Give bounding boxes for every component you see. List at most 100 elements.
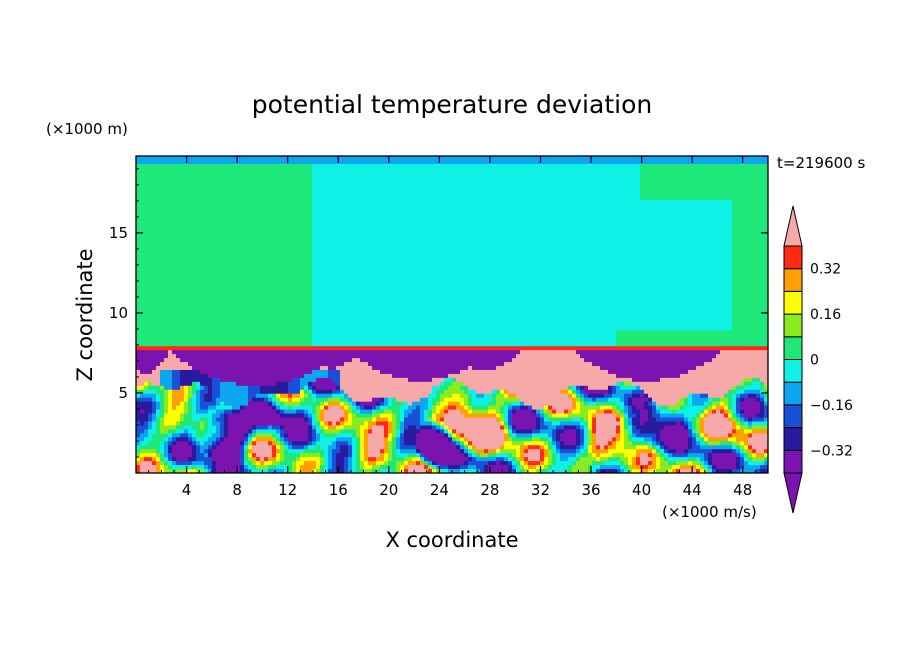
contour-cell [360,358,513,363]
contour-cell [172,437,177,442]
contour-cell [636,449,653,454]
contour-cell [304,449,325,454]
contour-cell [212,397,217,403]
contour-cell [640,195,768,201]
contour-cell [360,461,365,466]
contour-cell [312,251,733,256]
contour-cell [168,401,173,407]
contour-cell [616,330,768,335]
contour-cell [564,429,577,434]
contour-cell [640,429,661,434]
contour-cell [348,465,353,470]
contour-cell [252,441,257,446]
contour-cell [448,425,501,431]
contour-cell [388,441,393,446]
contour-cell [388,461,397,466]
contour-cell [356,409,361,415]
contour-cell [148,425,153,431]
contour-cell [192,401,197,407]
contour-cell [428,405,433,411]
contour-cell [692,421,697,427]
contour-cell [328,445,337,450]
contour-cell [428,401,433,407]
contour-cell [724,405,729,411]
contour-cell [208,373,305,379]
contour-cell [284,469,289,473]
contour-cell [560,457,569,462]
contour-cell [408,405,417,411]
contour-cell [396,445,401,450]
contour-cell [252,445,273,450]
contour-cell [680,397,685,403]
contour-cell [516,461,521,466]
contour-cell [224,429,229,434]
contour-cell [136,251,313,256]
contour-cell [324,405,329,411]
contour-cell [540,429,553,434]
contour-cell [576,389,581,395]
contour-cell [316,389,333,395]
contour-cell [564,469,573,473]
contour-cell [164,401,169,407]
contour-cell [464,413,497,419]
contour-cell [192,366,321,371]
contour-cell [160,397,165,403]
contour-cell [240,457,245,462]
contour-cell [312,239,733,244]
contour-cell [732,290,768,296]
contour-cell [164,389,169,395]
contour-cell [584,401,589,407]
contour-cell [416,445,457,450]
contour-cell [556,445,561,450]
contour-cell [632,393,641,399]
contour-cell [312,274,733,280]
contour-cell [348,413,353,419]
contour-cell [332,453,337,458]
contour-cell [152,461,157,466]
contour-cell [336,366,373,371]
contour-cell [252,469,269,473]
x-tick-label: 28 [480,481,499,499]
contour-cell [692,461,701,466]
contour-cell [348,409,353,415]
contour-cell [556,449,561,454]
contour-cell [708,461,713,466]
contour-cell [344,417,349,423]
contour-cell [240,441,245,446]
contour-cell [340,417,345,423]
contour-cell [520,449,525,454]
contour-cell [192,465,197,470]
contour-cell [136,163,313,169]
contour-cell [340,381,441,387]
contour-cell [204,453,209,458]
contour-cell [172,369,181,375]
contour-cell [152,417,157,423]
contour-cell [732,231,768,236]
contour-cell [312,187,641,193]
contour-cell [548,465,553,470]
contour-cell [136,211,313,217]
x-tick-label: 40 [632,481,651,499]
contour-cell [592,437,597,442]
contour-cell [760,409,765,415]
contour-cell [328,425,337,431]
contour-cell [580,433,585,438]
contour-cell [488,469,509,473]
contour-cell [248,397,253,403]
contour-cell [648,461,653,466]
contour-cell [624,397,629,403]
contour-cell [152,397,157,403]
contour-cell [312,298,733,304]
contour-cell [508,393,517,399]
contour-cell [556,441,561,446]
contour-cell [408,469,429,473]
contour-cell [360,449,365,454]
contour-cell [632,437,645,442]
contour-cell [244,457,249,462]
contour-cell [212,381,221,387]
contour-cell [728,413,733,419]
contour-cell [540,469,549,473]
contour-cell [536,413,541,419]
contour-cell [732,203,768,209]
contour-cell [136,330,313,335]
